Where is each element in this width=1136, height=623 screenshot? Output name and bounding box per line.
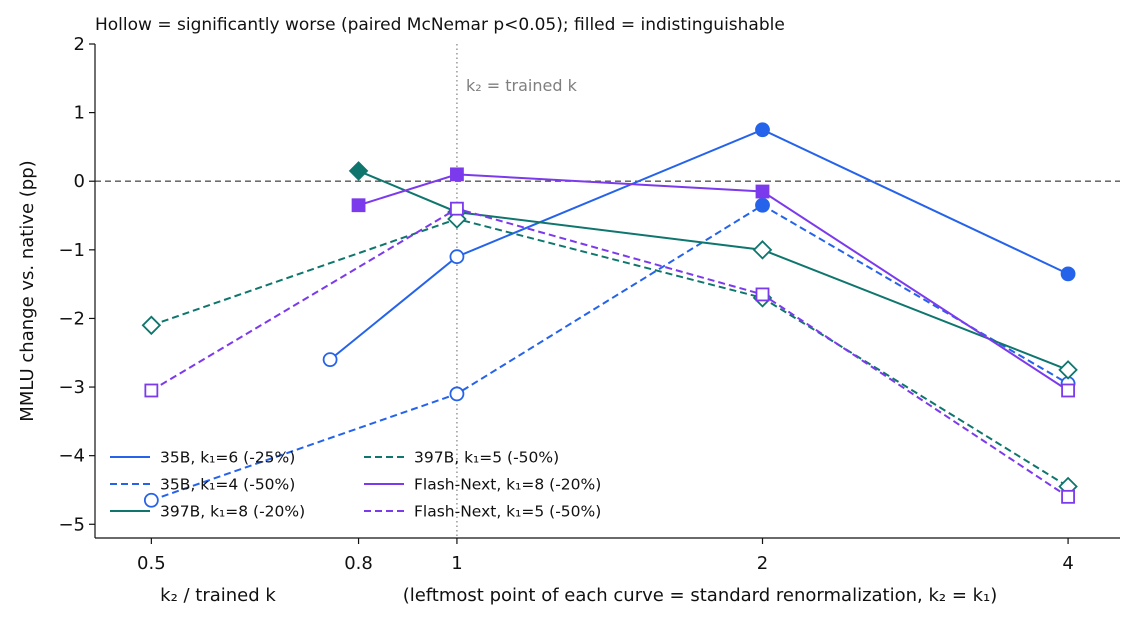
series-1 [322,122,1076,368]
data-point [755,122,770,138]
x-axis-note: (leftmost point of each curve = standard… [403,585,998,606]
x-tick-label: 2 [757,553,768,574]
data-point [755,197,770,213]
y-tick-label: −4 [58,446,85,467]
data-point [755,184,770,199]
series-line [329,128,1069,361]
data-point [141,315,162,336]
x-ticks: 0.5 0.8 1 2 4 [137,538,1074,574]
y-tick-label: −1 [58,240,85,261]
plot-area [95,44,1120,538]
series-line [151,204,1069,502]
legend-label: 397B, k₁=8 (-20%) [160,503,305,521]
trained-k-annotation: k₂ = trained k [466,76,578,95]
legend-label: Flash-Next, k₁=5 (-50%) [414,503,601,521]
data-point [450,167,464,182]
y-tick-label: −2 [58,308,85,329]
x-tick-label: 4 [1062,553,1073,574]
data-point [1061,489,1075,504]
data-point [752,240,773,260]
legend-label: 35B, k₁=6 (-25%) [160,449,295,467]
x-tick-label: 0.8 [344,553,373,574]
data-point [322,352,338,368]
data-point [351,198,366,213]
series-6 [144,201,1075,504]
x-axis-label: k₂ / trained k [160,585,276,606]
x-tick-label: 1 [451,553,462,574]
series-line [150,207,1069,498]
data-point [144,383,159,398]
y-axis-label: MMLU change vs. native (pp) [17,160,38,421]
data-point [450,201,464,216]
y-tick-label: −3 [58,377,85,398]
y-tick-label: 2 [74,34,85,55]
legend: 35B, k₁=6 (-25%) 35B, k₁=4 (-50%) 397B, k₁… [110,449,601,521]
x-tick-label: 0.5 [137,553,166,574]
data-point [755,287,770,302]
y-tick-label: −5 [58,514,85,535]
y-ticks: −5 −4 −3 −2 −1 0 1 2 [58,34,95,535]
data-point [449,249,465,265]
data-point [348,161,369,181]
data-point [1060,266,1076,282]
series-line [151,217,1069,488]
data-point [143,492,159,508]
series-line [358,173,1069,392]
legend-label: Flash-Next, k₁=8 (-20%) [414,476,601,494]
data-point [1058,360,1078,380]
data-point [449,386,465,402]
y-tick-label: 1 [74,103,85,124]
series-line [358,170,1069,371]
chart-title: Hollow = significantly worse (paired McN… [95,15,785,35]
series-5 [351,167,1075,398]
legend-label: 397B, k₁=5 (-50%) [414,449,559,467]
y-tick-label: 0 [74,171,85,192]
data-point [1061,383,1075,398]
legend-label: 35B, k₁=4 (-50%) [160,476,295,494]
